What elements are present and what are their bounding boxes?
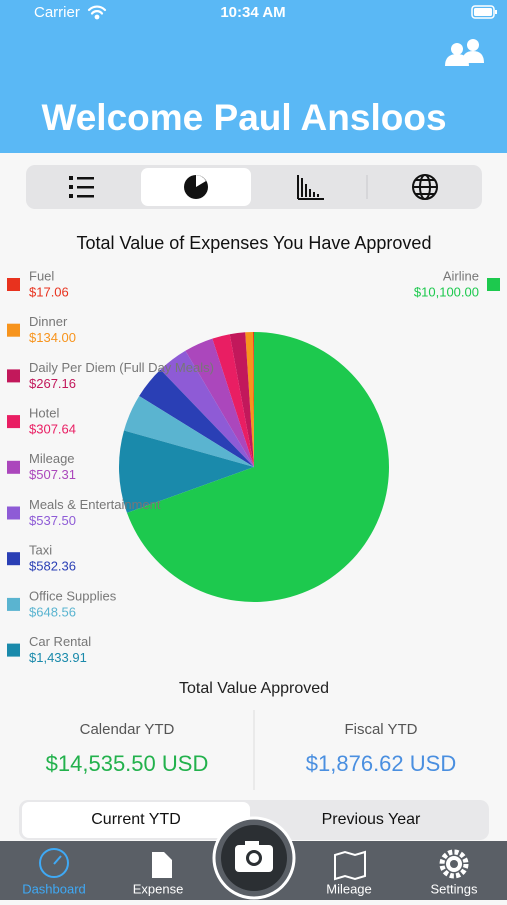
legend-swatch (7, 415, 20, 429)
fiscal-value: $1,876.62 USD (306, 751, 456, 776)
legend-value: $507.31 (29, 467, 76, 482)
legend-label: Taxi (29, 543, 52, 558)
totals-title: Total Value Approved (179, 680, 329, 697)
legend-swatch (7, 597, 20, 611)
view-switcher (26, 165, 482, 209)
legend-label: Fuel (29, 268, 54, 283)
legend-swatch (7, 552, 20, 566)
header-bg (0, 0, 507, 153)
legend-value: $582.36 (29, 559, 76, 574)
settings-tab[interactable]: Settings (431, 849, 478, 896)
pie-slice (253, 332, 254, 467)
legend-swatch (7, 460, 20, 474)
expense-tab[interactable]: Expense (133, 852, 184, 896)
pie (119, 332, 389, 602)
legend-value: $134.00 (29, 330, 76, 345)
welcome-title: Welcome Paul Ansloos (41, 97, 446, 138)
tab-label: Settings (431, 881, 478, 896)
pie-slice (127, 332, 389, 602)
dashboard-tab[interactable]: Dashboard (22, 848, 86, 896)
pie-slice (212, 334, 254, 467)
legend-label: Mileage (29, 451, 75, 466)
chart-title: Total Value of Expenses You Have Approve… (77, 233, 432, 253)
legend-swatch (487, 278, 500, 291)
tab-label: Mileage (326, 881, 372, 896)
pie-view-button[interactable] (184, 175, 208, 199)
current-ytd[interactable]: Current YTD (91, 811, 181, 828)
legend-label: Office Supplies (29, 588, 117, 603)
users-button[interactable] (445, 39, 484, 66)
globe-view-button[interactable] (412, 174, 438, 200)
legend-swatch (7, 369, 20, 383)
legend-value: $307.64 (29, 422, 76, 437)
legend-value: $10,100.00 (414, 284, 479, 299)
fiscal-label: Fiscal YTD (344, 721, 417, 738)
legend-swatch (7, 506, 20, 520)
pie-slice (245, 332, 254, 467)
calendar-label: Calendar YTD (80, 721, 175, 738)
wifi-icon (87, 5, 107, 20)
legend-label: Car Rental (29, 634, 91, 649)
pie-slice (160, 350, 254, 467)
calendar-value: $14,535.50 USD (46, 751, 209, 776)
legend-value: $648.56 (29, 604, 76, 619)
legend-value: $537.50 (29, 513, 76, 528)
mileage-tab[interactable]: Mileage (326, 850, 372, 896)
legend-label: Hotel (29, 406, 59, 421)
legend-value: $17.06 (29, 284, 69, 299)
previous-year[interactable]: Previous Year (322, 811, 421, 828)
list-view-button[interactable] (69, 176, 94, 198)
legend-swatch (7, 643, 20, 657)
tab-label: Dashboard (22, 881, 86, 896)
legend-label: Meals & Entertainment (29, 497, 161, 512)
legend-label: Daily Per Diem (Full Day Meals) (29, 360, 214, 375)
period-selected (22, 802, 250, 838)
camera-button[interactable] (212, 816, 296, 900)
pie-slice (119, 430, 254, 513)
legend-label: Airline (443, 268, 479, 283)
legend-label: Dinner (29, 314, 68, 329)
clock: 10:34 AM (220, 4, 285, 21)
pie-slice (124, 396, 255, 467)
tab-label: Expense (133, 881, 184, 896)
pie-slice (185, 338, 254, 467)
pie-slice (229, 332, 254, 467)
carrier: Carrier (34, 4, 80, 21)
legend-value: $267.16 (29, 376, 76, 391)
legend-value: $1,433.91 (29, 650, 87, 665)
battery-icon (471, 5, 497, 19)
legend-swatch (7, 323, 20, 337)
bar-view-button[interactable] (297, 175, 324, 200)
legend-swatch (7, 278, 20, 291)
pie-slice (139, 369, 254, 467)
legend: Fuel$17.06 Dinner$134.00 Daily Per Diem (F… (7, 268, 500, 665)
